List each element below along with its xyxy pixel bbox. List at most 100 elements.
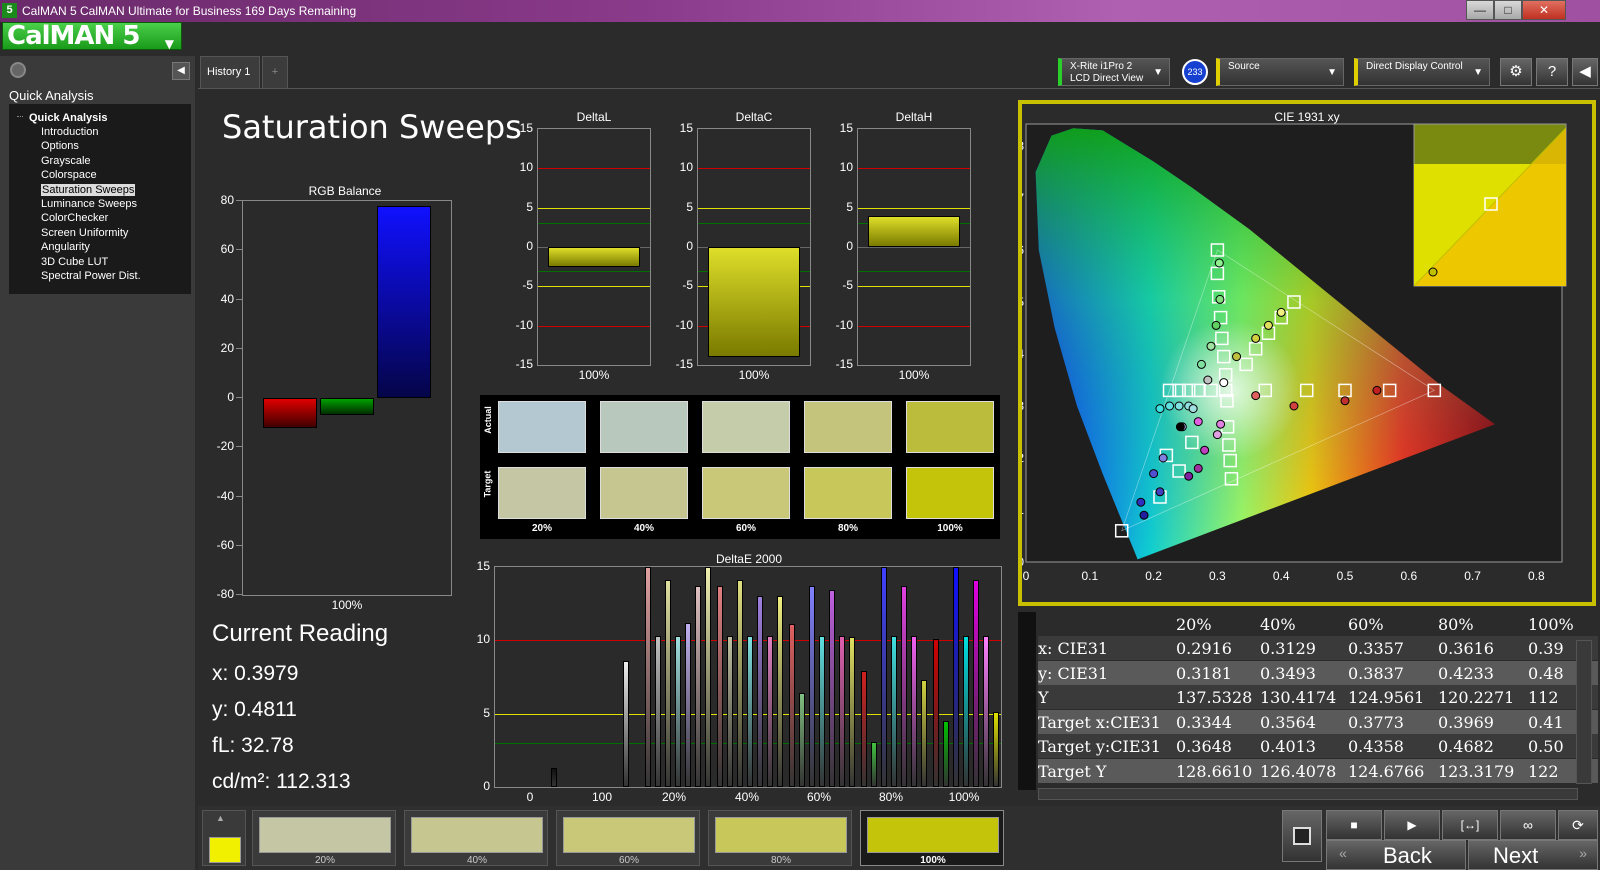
table-row[interactable]: Target x:CIE31 0.3344 0.3564 0.3773 0.3969 0.… xyxy=(1038,709,1598,734)
bottom-swatch[interactable]: 20% xyxy=(252,810,396,866)
target-swatch xyxy=(498,467,586,519)
settings-gear-icon[interactable]: ⚙ xyxy=(1500,58,1532,86)
rgb-bar-b xyxy=(377,205,431,398)
minimize-button[interactable]: — xyxy=(1466,0,1494,20)
actual-swatch xyxy=(498,401,586,453)
swatch-label: 40% xyxy=(633,523,654,534)
swatch-label: 100% xyxy=(937,523,963,534)
collapse-left-icon[interactable]: ◀ xyxy=(172,62,190,80)
target-point xyxy=(1220,394,1234,408)
read-series-button[interactable]: [↔] xyxy=(1442,810,1498,840)
bottom-swatch[interactable]: 100% xyxy=(860,810,1004,866)
table-cell: 0.4233 xyxy=(1438,663,1494,683)
tree-item[interactable]: Options xyxy=(41,140,79,153)
deltae-bar xyxy=(675,635,681,787)
table-row[interactable]: Y 137.5328 130.4174 124.9561 120.2271 112 xyxy=(1038,685,1598,709)
delta-ytick: 10 xyxy=(679,160,693,175)
table-row[interactable]: Target y:CIE31 0.3648 0.4013 0.4358 0.4682 0.… xyxy=(1038,734,1598,758)
reading-x: x: 0.3979 xyxy=(212,662,299,685)
table-horizontal-scrollbar[interactable] xyxy=(1038,788,1578,800)
reading-y: y: 0.4811 xyxy=(212,698,297,721)
meter-status-badge[interactable]: 233 xyxy=(1182,59,1208,85)
target-point xyxy=(1299,383,1314,398)
measured-point xyxy=(1216,419,1226,429)
table-vertical-scrollbar[interactable] xyxy=(1576,640,1592,784)
table-header-cell: 100% xyxy=(1528,615,1574,634)
add-tab-button[interactable]: + xyxy=(262,56,288,88)
rgb-tick-mark xyxy=(236,397,242,398)
tree-connector xyxy=(17,116,23,117)
tab-divider xyxy=(198,88,1600,89)
display-selector[interactable]: Direct Display Control ▼ xyxy=(1354,58,1490,86)
threshold-line xyxy=(538,325,650,327)
continuous-button[interactable]: ∞ xyxy=(1500,810,1556,840)
back-button[interactable]: « Back xyxy=(1326,840,1466,870)
refresh-button[interactable]: ⟳ xyxy=(1558,810,1598,840)
rgb-ytick: -80 xyxy=(216,587,234,601)
bottom-swatch[interactable]: 40% xyxy=(404,810,548,866)
cie-xtick: 0.7 xyxy=(1464,569,1481,583)
table-row[interactable]: y: CIE31 0.3181 0.3493 0.3837 0.4233 0.48 xyxy=(1038,660,1598,685)
delta-bar xyxy=(708,247,800,358)
target-point xyxy=(1210,243,1225,257)
tree-item[interactable]: Spectral Power Dist. xyxy=(41,270,141,282)
table-row[interactable]: Target Y 128.6610 126.4078 124.6766 123.3179… xyxy=(1038,758,1598,783)
cie-diagram: 0.8 0.7 0.6 0.5 0.4 0.3 0.2 0.1 00 0.1 0.2 0.3 0.4 0.… xyxy=(1022,123,1567,583)
table-cell: 126.4078 xyxy=(1260,761,1337,781)
deltae-bar xyxy=(921,679,927,787)
table-cell: 0.48 xyxy=(1528,663,1564,683)
table-cell: 0.3357 xyxy=(1348,639,1404,658)
stop-button[interactable] xyxy=(1282,810,1322,862)
tab-history-1[interactable]: History 1 xyxy=(200,56,260,88)
chevron-up-icon[interactable]: ▲ xyxy=(216,813,225,823)
tree-item[interactable]: Luminance Sweeps xyxy=(41,198,138,210)
tree-item[interactable]: Saturation Sweeps xyxy=(41,183,136,196)
measured-point xyxy=(1149,469,1159,479)
play-button[interactable]: ▶ xyxy=(1384,810,1440,840)
collapse-right-icon[interactable]: ◀ xyxy=(1572,58,1598,86)
table-cell: 124.6766 xyxy=(1348,761,1425,781)
delta-ytick: 15 xyxy=(839,121,853,135)
tree-item[interactable]: Screen Uniformity xyxy=(41,226,129,239)
next-label: Next xyxy=(1493,843,1539,868)
tree-item[interactable]: Angularity xyxy=(41,241,90,254)
maximize-button[interactable]: □ xyxy=(1494,0,1522,20)
rgb-tick-mark xyxy=(236,347,242,349)
deltae-bar xyxy=(953,567,959,787)
tree-item[interactable]: Colorspace xyxy=(41,169,97,182)
tree-root[interactable]: Quick Analysis xyxy=(29,112,108,124)
cie-xtick: 0.6 xyxy=(1400,569,1417,583)
deltae-bar xyxy=(933,638,939,787)
tree-item[interactable]: Introduction xyxy=(41,126,99,138)
threshold-line xyxy=(698,207,810,209)
threshold-line xyxy=(538,223,650,225)
meter-selector[interactable]: X-Rite i1Pro 2 LCD Direct View ▼ xyxy=(1058,58,1170,86)
bottom-swatch[interactable]: 80% xyxy=(708,810,852,866)
target-point xyxy=(1224,472,1239,486)
threshold-line xyxy=(538,270,650,272)
delta-bar xyxy=(868,215,960,247)
delta-ytick: 5 xyxy=(686,199,693,214)
tree-item[interactable]: Grayscale xyxy=(41,154,91,167)
target-point xyxy=(1427,383,1442,398)
measured-point xyxy=(1175,422,1185,432)
deltae-bar xyxy=(747,635,753,787)
target-point xyxy=(1215,331,1229,346)
table-row[interactable]: x: CIE31 0.2916 0.3129 0.3357 0.3616 0.39 xyxy=(1038,636,1598,660)
target-point xyxy=(1210,266,1225,281)
close-button[interactable]: ✕ xyxy=(1522,0,1566,20)
calman-logo-button[interactable]: CalMAN 5 ▼ xyxy=(2,22,182,51)
bottom-swatch[interactable]: 60% xyxy=(556,810,700,866)
bottom-swatch-color xyxy=(563,817,695,853)
tree-item[interactable]: ColorChecker xyxy=(41,212,109,225)
help-icon[interactable]: ? xyxy=(1536,58,1568,86)
table-header-cell: 40% xyxy=(1260,615,1296,634)
tree-item[interactable]: 3D Cube LUT xyxy=(41,255,109,268)
actual-swatch xyxy=(702,401,790,453)
measured-point xyxy=(1276,307,1286,317)
target-point xyxy=(1217,349,1231,364)
record-button[interactable]: ■ xyxy=(1326,810,1382,840)
pin-icon[interactable] xyxy=(10,62,26,78)
next-button[interactable]: Next » xyxy=(1468,840,1598,870)
source-selector[interactable]: Source ▼ xyxy=(1216,58,1344,86)
